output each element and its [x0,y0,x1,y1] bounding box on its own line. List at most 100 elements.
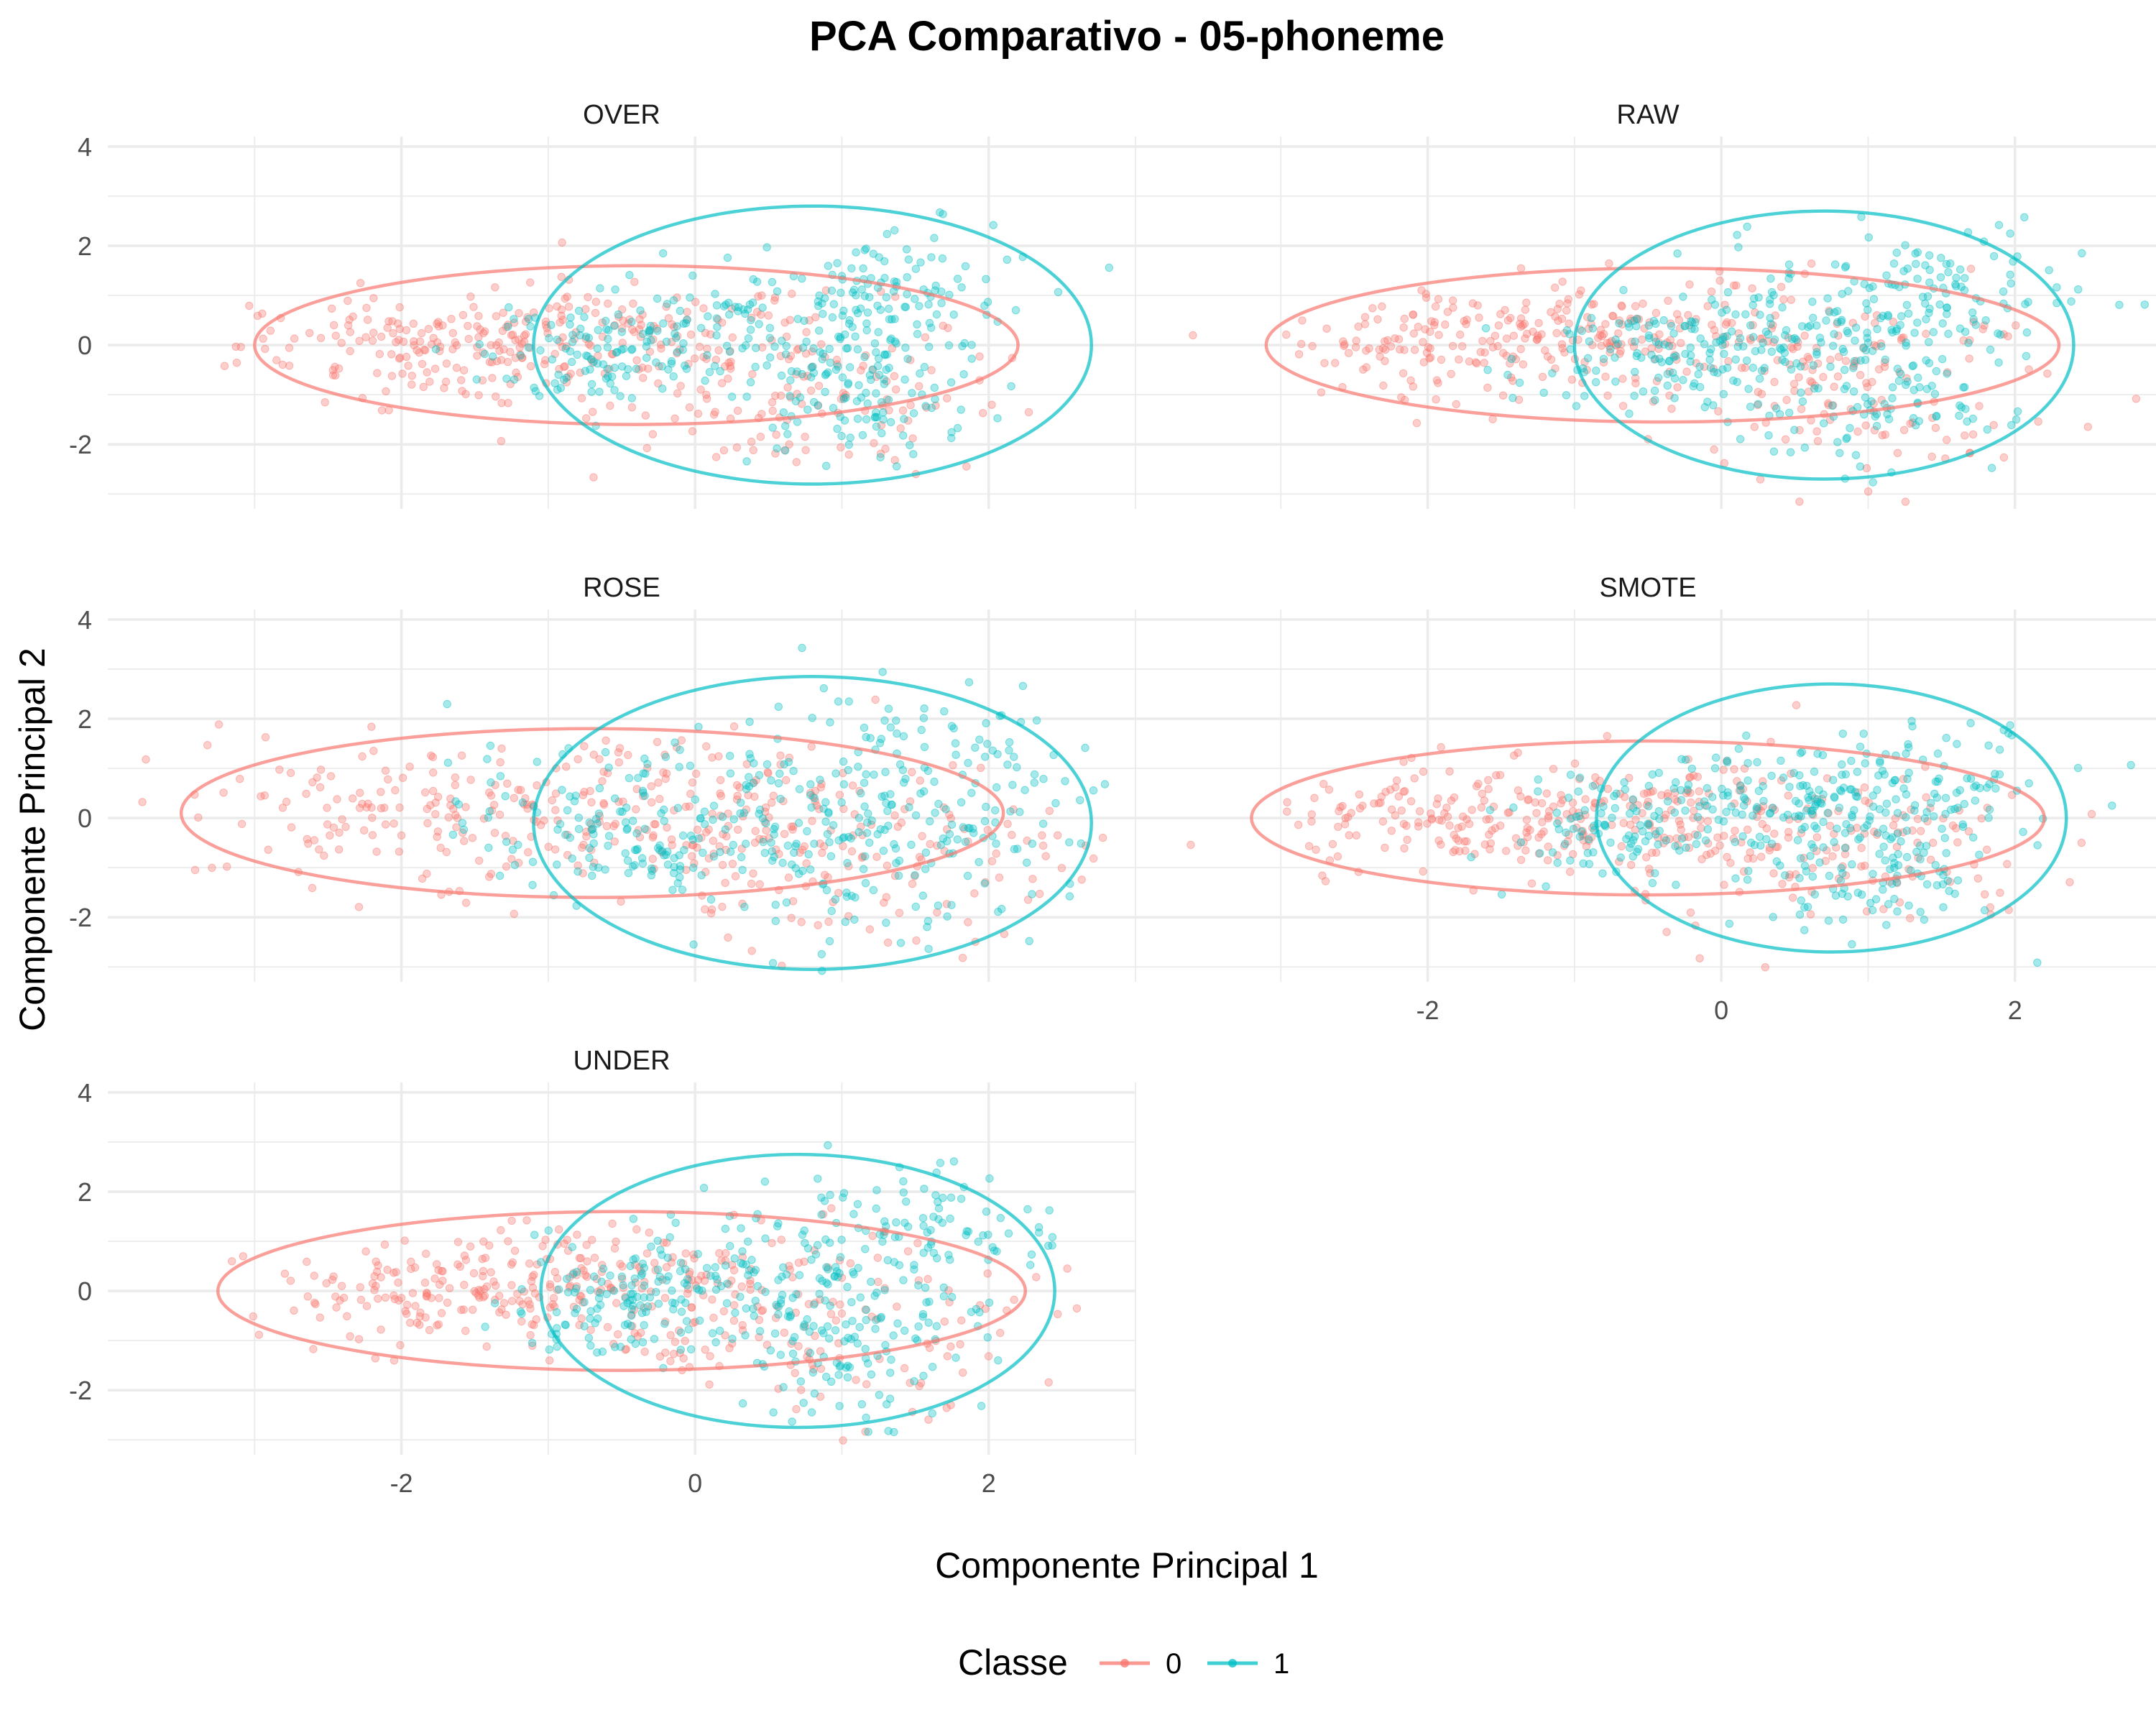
point-class-0 [308,883,317,893]
point-class-1 [793,315,802,323]
point-class-0 [1795,373,1803,382]
point-class-1 [1636,821,1645,829]
point-class-1 [713,323,722,331]
point-class-0 [437,1309,446,1317]
point-class-0 [1631,374,1640,382]
point-class-1 [1829,776,1838,784]
point-class-0 [1304,842,1314,850]
point-class-1 [632,829,641,838]
point-class-1 [1901,241,1909,249]
point-class-1 [806,791,815,799]
point-class-0 [979,409,987,418]
point-class-0 [702,354,711,364]
point-class-1 [1753,758,1761,767]
point-class-0 [747,313,756,322]
point-class-1 [1616,853,1625,862]
point-class-0 [321,398,329,407]
point-class-0 [520,338,529,346]
point-class-0 [1778,880,1787,888]
point-class-0 [510,909,518,919]
point-class-0 [957,1316,966,1325]
point-class-0 [1812,344,1821,352]
point-class-1 [859,865,868,873]
point-class-0 [1782,395,1791,405]
point-class-0 [315,783,325,792]
point-class-0 [877,420,886,430]
point-class-0 [681,1336,689,1346]
point-class-0 [1800,331,1809,340]
point-class-1 [678,886,687,894]
point-class-0 [673,349,681,358]
point-class-1 [719,302,729,310]
point-class-0 [1770,377,1779,387]
point-class-0 [1943,436,1951,444]
point-class-1 [862,319,871,328]
point-class-1 [1650,355,1659,364]
point-class-0 [1519,360,1528,369]
point-class-1 [844,1333,852,1343]
x-tick-label: 0 [688,1468,702,1498]
point-class-0 [842,390,850,400]
point-class-0 [1448,341,1457,351]
point-class-0 [513,372,522,382]
point-class-1 [822,369,831,379]
point-class-0 [629,299,637,308]
point-class-1 [1564,794,1573,802]
point-class-1 [814,1174,822,1183]
point-class-1 [930,234,939,242]
point-class-0 [1631,379,1640,387]
point-class-0 [518,354,527,362]
point-class-1 [486,741,495,750]
point-class-1 [1585,860,1594,868]
point-class-1 [1909,385,1918,395]
point-class-0 [1584,324,1593,333]
point-class-0 [377,332,386,341]
point-class-0 [1432,395,1440,404]
point-class-1 [1809,843,1818,852]
point-class-1 [545,1346,554,1354]
point-class-1 [502,837,511,846]
point-class-0 [553,302,561,310]
point-class-1 [961,262,970,271]
point-class-1 [768,959,778,967]
point-class-1 [1968,308,1977,317]
point-class-0 [890,372,899,380]
point-class-1 [852,305,860,314]
point-class-1 [1953,804,1962,812]
point-class-0 [1522,298,1531,307]
point-class-0 [1419,358,1429,367]
point-class-1 [1909,414,1918,423]
point-class-0 [346,346,354,356]
point-class-1 [1736,334,1745,343]
point-class-1 [867,375,875,385]
point-class-1 [568,357,576,367]
point-class-1 [625,773,634,783]
point-class-1 [1718,365,1727,374]
point-class-0 [897,818,906,827]
point-class-1 [893,462,901,471]
point-class-0 [468,1305,477,1315]
point-class-0 [1996,888,2004,897]
point-class-0 [1551,364,1560,373]
point-class-1 [619,1302,628,1310]
point-class-1 [1032,716,1041,724]
point-class-0 [1502,334,1511,343]
point-class-1 [872,348,880,356]
point-class-1 [936,208,944,217]
point-class-0 [1516,792,1525,801]
point-class-1 [873,301,882,310]
point-class-0 [392,1268,400,1276]
point-class-1 [716,367,724,376]
point-class-1 [602,374,611,383]
point-class-0 [1673,383,1682,392]
point-class-0 [580,742,589,750]
point-class-1 [1806,321,1815,330]
point-class-0 [1449,303,1457,312]
point-class-0 [1943,368,1952,377]
point-class-1 [960,339,969,348]
point-class-0 [1516,322,1526,331]
point-class-0 [1378,302,1386,311]
point-class-1 [722,300,730,309]
point-class-0 [423,819,432,828]
legend-key-point-0 [1120,1659,1129,1668]
